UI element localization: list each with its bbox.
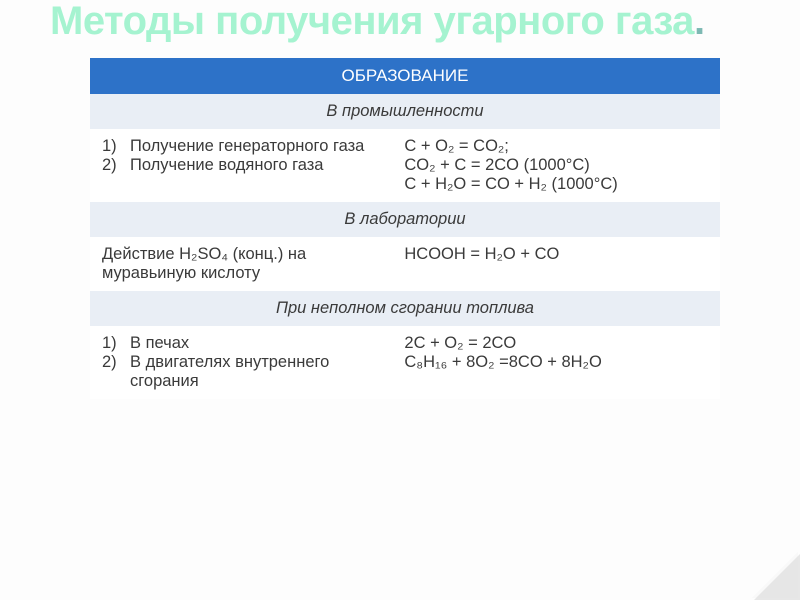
page-curl-icon (754, 554, 800, 600)
list-num: 1) (102, 334, 130, 353)
eq-line: HCOOH = H₂O + CO (404, 245, 708, 264)
subheader-row: При неполном сгорании топлива (90, 291, 720, 326)
list-num: 2) (102, 156, 130, 175)
table-row: 1) В печах 2) В двигателях внутреннего с… (90, 326, 720, 399)
cell-right: HCOOH = H₂O + CO (392, 237, 720, 291)
slide: Методы получения угарного газа. ОБРАЗОВА… (0, 0, 800, 600)
subheader: При неполном сгорании топлива (90, 291, 720, 326)
eq-line: CO₂ + C = 2CO (1000°C) (404, 156, 708, 175)
list-text: Получение водяного газа (130, 156, 380, 175)
list-item: 1) Получение генераторного газа (102, 137, 380, 156)
table-row: Действие H₂SO₄ (конц.) на муравьиную кис… (90, 237, 720, 291)
eq-line: C₈H₁₆ + 8O₂ =8CO + 8H₂O (404, 353, 708, 372)
table-row: 1) Получение генераторного газа 2) Получ… (90, 129, 720, 202)
list-text: В печах (130, 334, 380, 353)
list-num: 1) (102, 137, 130, 156)
list-item: 2) Получение водяного газа (102, 156, 380, 175)
cell-right: C + O₂ = CO₂; CO₂ + C = 2CO (1000°C) C +… (392, 129, 720, 202)
slide-title: Методы получения угарного газа. (0, 0, 800, 42)
subheader: В промышленности (90, 94, 720, 129)
list-text: В двигателях внутреннего сгорания (130, 353, 380, 391)
list-item: 2) В двигателях внутреннего сгорания (102, 353, 380, 391)
table-container: ОБРАЗОВАНИЕ В промышленности 1) Получени… (90, 58, 720, 399)
eq-line: 2C + O₂ = 2CO (404, 334, 708, 353)
cell-right: 2C + O₂ = 2CO C₈H₁₆ + 8O₂ =8CO + 8H₂O (392, 326, 720, 399)
title-dot: . (694, 0, 705, 43)
subheader-row: В промышленности (90, 94, 720, 129)
eq-line: C + O₂ = CO₂; (404, 137, 708, 156)
subheader-row: В лаборатории (90, 202, 720, 237)
title-text: Методы получения угарного газа (50, 0, 694, 43)
methods-table: ОБРАЗОВАНИЕ В промышленности 1) Получени… (90, 58, 720, 399)
subheader: В лаборатории (90, 202, 720, 237)
cell-left: Действие H₂SO₄ (конц.) на муравьиную кис… (90, 237, 392, 291)
list-text: Получение генераторного газа (130, 137, 380, 156)
cell-left: 1) В печах 2) В двигателях внутреннего с… (90, 326, 392, 399)
table-header: ОБРАЗОВАНИЕ (90, 58, 720, 94)
table-header-row: ОБРАЗОВАНИЕ (90, 58, 720, 94)
list-num: 2) (102, 353, 130, 391)
eq-line: C + H₂O = CO + H₂ (1000°C) (404, 175, 708, 194)
cell-left: 1) Получение генераторного газа 2) Получ… (90, 129, 392, 202)
list-item: 1) В печах (102, 334, 380, 353)
